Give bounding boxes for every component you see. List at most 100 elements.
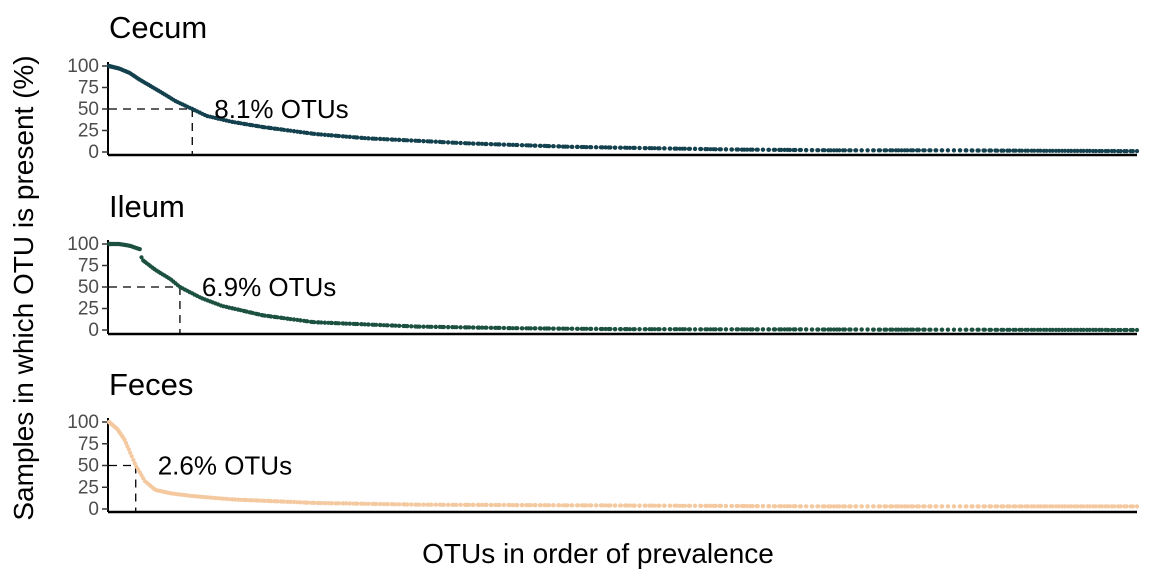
data-point bbox=[686, 146, 691, 151]
data-point bbox=[723, 503, 728, 509]
data-point bbox=[409, 324, 414, 329]
data-point bbox=[353, 135, 358, 140]
data-point bbox=[261, 125, 266, 130]
data-point bbox=[378, 322, 383, 328]
data-point bbox=[625, 145, 630, 150]
data-point bbox=[668, 327, 673, 332]
data-point bbox=[831, 148, 837, 153]
data-point bbox=[1032, 504, 1037, 509]
data-point bbox=[736, 327, 741, 332]
data-point bbox=[510, 326, 515, 331]
data-point bbox=[557, 326, 562, 331]
y-tick-label: 75 bbox=[78, 78, 99, 99]
data-point bbox=[304, 130, 309, 135]
data-point bbox=[995, 148, 1000, 153]
data-point bbox=[1038, 148, 1043, 153]
data-point bbox=[267, 498, 272, 504]
data-point bbox=[1050, 504, 1055, 509]
data-point bbox=[129, 454, 134, 459]
data-point bbox=[1053, 327, 1059, 332]
data-point bbox=[674, 146, 679, 151]
data-point bbox=[477, 325, 482, 330]
data-point bbox=[403, 138, 408, 143]
data-point bbox=[831, 327, 837, 332]
data-point bbox=[662, 503, 667, 508]
data-point bbox=[1087, 148, 1092, 153]
data-point bbox=[896, 148, 901, 153]
data-point bbox=[279, 315, 284, 320]
data-point bbox=[754, 504, 759, 509]
data-point bbox=[958, 327, 963, 332]
data-point bbox=[717, 147, 722, 152]
data-point bbox=[902, 148, 907, 153]
data-point bbox=[831, 504, 837, 509]
data-point bbox=[477, 502, 482, 507]
data-point bbox=[976, 148, 981, 153]
data-point bbox=[782, 504, 787, 509]
data-point bbox=[1093, 504, 1098, 509]
data-point bbox=[1032, 327, 1037, 332]
data-point bbox=[261, 498, 266, 503]
data-point bbox=[588, 503, 593, 508]
data-point bbox=[816, 504, 821, 509]
data-point bbox=[514, 326, 519, 331]
y-tick-label: 100 bbox=[67, 56, 99, 77]
data-point bbox=[643, 503, 648, 508]
data-point bbox=[1007, 504, 1012, 509]
data-point bbox=[1087, 327, 1092, 332]
data-point bbox=[242, 309, 247, 314]
data-point bbox=[717, 503, 722, 508]
data-point bbox=[773, 327, 778, 332]
data-point bbox=[254, 311, 260, 317]
data-point bbox=[366, 136, 371, 141]
data-point bbox=[896, 327, 901, 332]
data-point bbox=[335, 133, 340, 138]
y-tick-label: 25 bbox=[78, 121, 99, 142]
data-point bbox=[507, 502, 512, 508]
data-point bbox=[816, 148, 821, 153]
data-point bbox=[520, 503, 525, 508]
data-point bbox=[335, 501, 340, 506]
data-point bbox=[372, 136, 377, 141]
data-point bbox=[797, 327, 802, 332]
data-point bbox=[581, 144, 587, 150]
data-point bbox=[421, 324, 426, 329]
data-point bbox=[1007, 327, 1012, 332]
data-point bbox=[316, 132, 321, 137]
data-point bbox=[748, 327, 753, 332]
data-point bbox=[742, 503, 747, 509]
data-point bbox=[810, 504, 815, 509]
data-point bbox=[1050, 148, 1055, 153]
data-point bbox=[1056, 148, 1061, 153]
data-point bbox=[785, 504, 790, 509]
data-point bbox=[366, 322, 371, 327]
data-point bbox=[964, 504, 969, 509]
data-point bbox=[298, 318, 303, 323]
data-point bbox=[1069, 504, 1074, 509]
data-point bbox=[637, 145, 642, 151]
data-point bbox=[865, 504, 870, 509]
data-point bbox=[859, 327, 864, 332]
data-point bbox=[551, 326, 556, 331]
y-tick-label: 0 bbox=[88, 142, 99, 163]
data-point bbox=[1001, 504, 1006, 509]
data-point bbox=[723, 147, 728, 152]
data-point bbox=[538, 143, 543, 148]
data-point bbox=[643, 327, 648, 332]
data-point bbox=[261, 313, 266, 318]
data-point bbox=[736, 503, 741, 509]
data-point bbox=[1019, 148, 1024, 153]
data-point bbox=[988, 148, 994, 153]
data-point bbox=[588, 326, 593, 331]
data-point bbox=[606, 326, 611, 332]
data-point bbox=[791, 504, 796, 509]
data-point bbox=[745, 503, 750, 509]
data-point bbox=[1106, 327, 1111, 333]
data-point bbox=[779, 504, 784, 509]
data-point bbox=[1038, 504, 1043, 509]
data-point bbox=[1081, 148, 1086, 153]
data-point bbox=[945, 148, 950, 153]
y-tick-label: 50 bbox=[78, 99, 99, 120]
data-point bbox=[723, 327, 728, 332]
